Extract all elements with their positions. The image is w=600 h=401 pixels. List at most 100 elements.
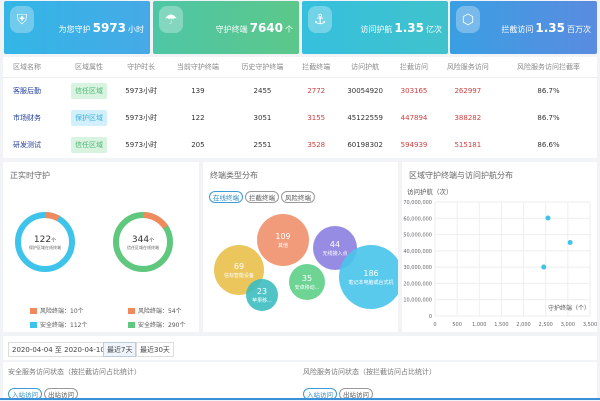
y-tick-label: 30,000,000 [403,265,432,271]
region-name-link[interactable]: 研发测试 [13,140,41,149]
donut-risk-arc [15,212,75,272]
card-label: 为您守护 [58,25,91,34]
stat-card-terminals: ☂ 守护终端 7640 个 [153,1,299,54]
panel-title: 终端类型分布 [210,171,258,180]
table-cell: 205 [191,140,205,149]
tab-risk[interactable]: 风险终端 [281,191,315,203]
table-row[interactable]: 客服后勤 信任区域 5973小时 139 2455 2772 30054920 303165 2… [3,77,597,104]
tab-blocked[interactable]: 拦截终端 [245,191,279,203]
bubble-value: 69 [234,262,244,271]
table-cell: 594939 [400,140,428,149]
y-tick-label: 60,000,000 [403,216,432,222]
scatter-chart: 0 10,000,000 20,000,000 30,000,000 40,000,00… [403,200,597,328]
scatter-point[interactable] [541,264,547,270]
column-header: 区域名称 [3,57,62,78]
table-cell: 122 [191,113,205,122]
shield-icon: ⛨ [10,6,34,33]
table-cell: 86.7% [537,86,560,95]
column-header: 拦截终端 [294,57,338,78]
donut-caption: 信任区域在线终端 [127,244,159,250]
bubble-label: 信标智能设备 [224,272,254,279]
y-tick-label: 20,000,000 [403,281,432,287]
risk-service-title: 风险服务访问状态（按拦截访问占比统计） [303,368,436,376]
table-cell: 60198302 [347,140,383,149]
card-unit: 百万次 [567,25,591,34]
donut-risk-arc [113,212,173,272]
tab-online[interactable]: 在线终端 [209,191,243,203]
region-type-badge: 信任区域 [71,136,108,153]
table-cell: 3051 [253,113,272,122]
y-tick-label: 70,000,000 [403,200,432,206]
card-label: 拦截访问 [501,25,534,34]
stat-card-blocked: ⬡ 拦截访问 1.35 百万次 [450,1,597,54]
table-cell: 139 [191,86,205,95]
legend-safe: 安全终端：290个 [128,320,185,329]
table-row[interactable]: 市场财务 保护区域 5973小时 122 3051 3155 45122559 447894 3… [3,104,597,131]
column-header: 风险服务访问拦截率 [500,57,597,78]
table-cell: 262997 [454,86,482,95]
table-cell: 信任区域 [61,131,116,158]
card-value: 7640 [249,21,283,35]
region-table: 区域名称 区域属性 守护时长 当前守护终端 历史守护终端 拦截终端 访问护航 拦截访问 风险服务… [3,57,597,158]
table-row[interactable]: 研发测试 信任区域 5973小时 205 2551 3528 60198302 594939 5… [3,131,597,158]
bubble[interactable] [339,245,398,309]
bottom-panel: 安全服务访问状态（按拦截访问占比统计） 入站访问 出站访问 风险服务访问状态（按拦… [3,362,597,400]
table-cell: 515181 [454,140,482,149]
y-tick-label: 50,000,000 [403,233,432,239]
y-tick-label: 0 [429,314,432,320]
bottom-scrollbar[interactable] [0,398,600,400]
table-cell: 447894 [400,113,428,122]
anchor-icon: ⚓ [308,6,332,33]
stat-card-protect-hours: ⛨ 为您守护 5973 小时 [4,1,150,54]
bubble-value: 109 [275,232,290,241]
table-cell: 5973小时 [125,113,158,122]
scatter-point[interactable] [545,215,551,221]
legend-risk: 风险终端：10个 [30,306,84,315]
x-tick-label: 1,500 [494,322,508,328]
region-name-link[interactable]: 市场财务 [13,113,41,122]
scatter-panel: 区域守护终端与访问护航分布 访问护航（次） 0 10,000,000 20,000,… [402,162,597,332]
block-icon: ⬡ [456,6,480,33]
bubble-label: 苹果移... [252,297,272,304]
panel-title: 正实时守护 [10,171,50,180]
column-header: 拦截访问 [392,57,436,78]
scatter-point[interactable] [567,240,573,246]
donut-total: 122个 [34,235,56,245]
bubble[interactable] [246,279,278,311]
table-cell: 86.6% [537,140,560,149]
donut-total: 344个 [132,235,154,245]
bubble-label: 其他 [278,242,288,249]
column-header: 访问护航 [337,57,393,78]
legend-safe: 安全终端：112个 [30,320,87,329]
bubble[interactable] [289,264,325,300]
column-header: 区域属性 [61,57,117,78]
table-cell: 3528 [307,140,326,149]
table-cell: 2551 [253,140,272,149]
y-axis-label: 访问护航（次） [407,188,453,196]
realtime-panel: 正实时守护 122个 保护区域在线终端 344个 信任区域在线终端 风险终端：10个 … [3,162,199,332]
safe-service-title: 安全服务访问状态（按拦截访问占比统计） [8,368,141,376]
column-header: 历史守护终端 [230,57,295,78]
card-value: 5973 [92,21,126,35]
last-7-days-button[interactable]: 最近7天 [103,342,137,357]
region-name-link[interactable]: 客服后勤 [13,86,41,95]
x-tick-label: 3,500 [583,322,597,328]
table-cell: 3155 [307,113,326,122]
bubble[interactable] [257,214,309,266]
bubble[interactable] [214,245,264,295]
stat-card-visits: ⚓ 访问护航 1.35 亿次 [302,1,448,54]
card-unit: 个 [285,25,293,34]
card-label: 访问护航 [360,25,393,34]
bubble-label: 笔记本电脑或台式机 [348,279,393,286]
donut-caption: 保护区域在线终端 [29,244,61,250]
table-cell: 45122559 [347,113,383,122]
region-table-panel: 区域名称 区域属性 守护时长 当前守护终端 历史守护终端 拦截终端 访问护航 拦截访问 风险服务… [3,57,597,158]
umbrella-icon: ☂ [159,6,183,33]
last-30-days-button[interactable]: 最近30天 [136,342,174,357]
x-tick-label: 500 [452,322,462,328]
card-value: 1.35 [394,21,424,35]
table-cell: 30054920 [347,86,383,95]
x-tick-label: 2,500 [539,322,553,328]
date-range-picker[interactable]: 2020-04-04 至 2020-04-10 [8,342,109,357]
